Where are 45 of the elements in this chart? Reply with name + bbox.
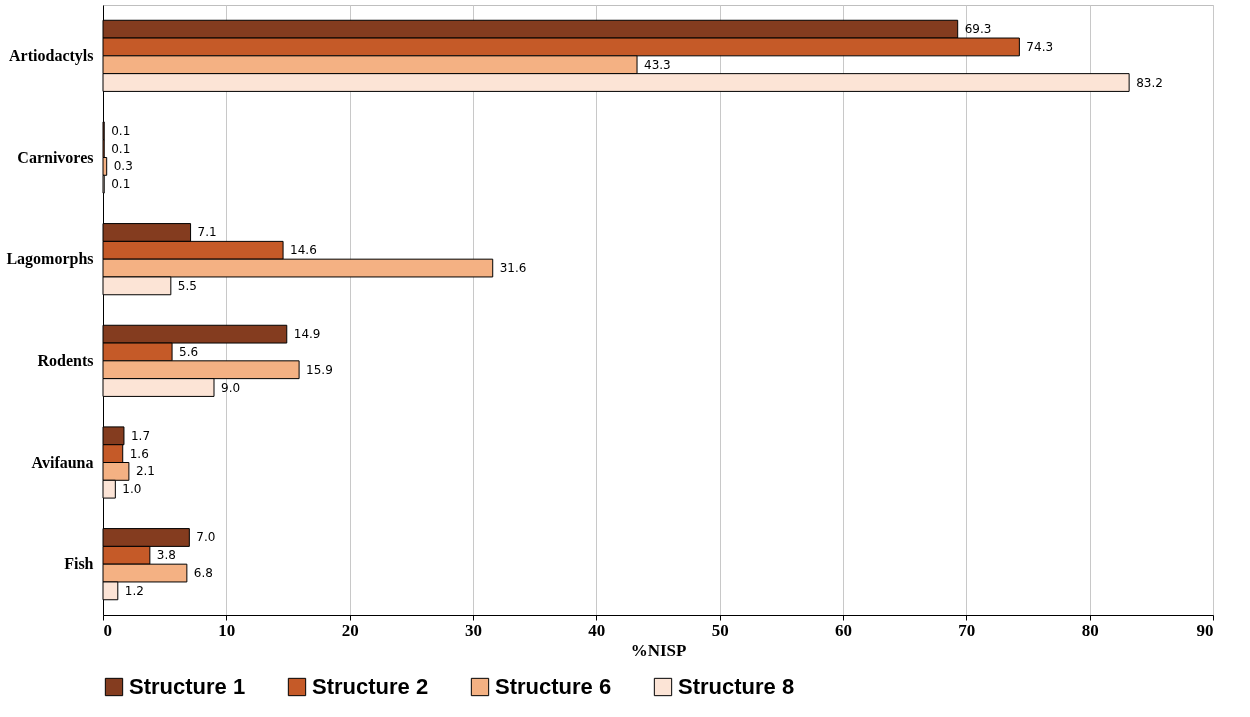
x-tick-label: 70 (958, 620, 976, 640)
data-label: 7.1 (197, 225, 217, 240)
x-tick-label: 30 (465, 620, 482, 640)
y-tick-label: Fish (64, 555, 94, 573)
legend-label: Structure 6 (495, 674, 612, 699)
legend-label: Structure 2 (312, 674, 429, 699)
data-label: 74.3 (1026, 39, 1054, 54)
data-label: 3.8 (156, 548, 176, 563)
data-label: 83.2 (1136, 75, 1163, 90)
x-tick-label: 50 (711, 620, 729, 640)
y-tick-label: Rodents (37, 351, 94, 369)
x-tick-label: 20 (341, 620, 359, 640)
data-label: 0.1 (111, 177, 131, 192)
y-tick-label: Artiodactyls (9, 46, 94, 65)
data-label: 43.3 (644, 57, 671, 72)
y-tick-label: Lagomorphs (6, 250, 94, 269)
x-tick-label: 10 (218, 620, 236, 640)
data-label: 1.0 (122, 482, 142, 497)
x-axis-title: %NISP (630, 640, 687, 660)
data-label: 0.1 (111, 123, 131, 138)
data-label: 14.6 (290, 243, 317, 258)
data-label: 1.2 (124, 583, 144, 598)
y-tick-label: Carnivores (17, 148, 94, 166)
data-label: 5.6 (179, 344, 199, 359)
data-label: 0.3 (113, 159, 133, 174)
legend-label: Structure 1 (129, 674, 246, 699)
data-label: 7.0 (196, 530, 216, 545)
x-tick-label: 80 (1081, 620, 1099, 640)
x-tick-label: 0 (103, 620, 112, 640)
data-label: 1.6 (129, 446, 149, 461)
data-label: 69.3 (964, 22, 992, 37)
data-label: 1.7 (130, 428, 151, 443)
data-label: 9.0 (221, 380, 241, 395)
x-tick-label: 60 (835, 620, 852, 640)
data-label: 31.6 (499, 261, 527, 276)
data-label: 0.1 (111, 141, 131, 156)
x-tick-label: 40 (588, 620, 606, 640)
y-tick-label: Avifauna (31, 453, 94, 471)
x-tick-label: 90 (1196, 620, 1214, 640)
legend-label: Structure 8 (678, 674, 795, 699)
data-label: 15.9 (306, 362, 333, 377)
data-label: 2.1 (135, 464, 155, 479)
data-label: 6.8 (193, 566, 213, 581)
data-label: 14.9 (293, 327, 321, 342)
data-label: 5.5 (177, 278, 197, 293)
